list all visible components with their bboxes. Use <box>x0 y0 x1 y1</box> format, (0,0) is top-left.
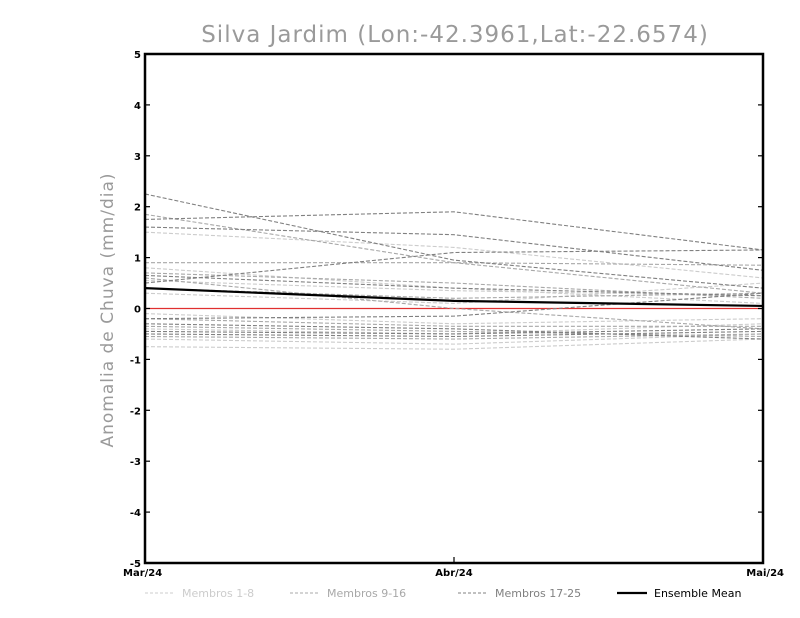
member-series-line-22 <box>144 292 764 320</box>
member-series-line-19 <box>144 226 764 271</box>
y-tick-label: 5 <box>134 50 141 61</box>
member-series-line-6 <box>144 333 764 345</box>
member-series-line-10 <box>145 262 764 266</box>
member-series-line-7 <box>144 338 764 350</box>
member-series-line-21 <box>144 274 764 297</box>
member-series-line-24 <box>144 328 764 335</box>
member-series-line-20 <box>144 249 764 284</box>
member-series-line-1 <box>144 231 764 279</box>
member-series-line-23 <box>144 323 764 340</box>
y-tick-label: -1 <box>130 355 141 366</box>
y-tick-label: -5 <box>130 559 141 570</box>
member-series-line-11 <box>144 272 764 299</box>
legend-label: Membros 17-25 <box>495 587 581 600</box>
member-series-line-14 <box>144 325 764 338</box>
y-tick-label: 0 <box>134 305 141 316</box>
legend-label: Ensemble Mean <box>654 587 741 600</box>
member-series-line-16 <box>144 277 764 330</box>
y-tick-label: 3 <box>134 152 141 163</box>
x-tick-label: Mai/24 <box>746 568 784 579</box>
y-tick-label: -4 <box>130 508 141 519</box>
x-tick-label: Mar/24 <box>123 568 162 579</box>
member-series-line-25 <box>144 330 764 338</box>
legend-label: Membros 1-8 <box>182 587 254 600</box>
member-series-line-17 <box>144 193 764 289</box>
member-series-line-18 <box>144 211 764 251</box>
plot-area <box>144 193 764 350</box>
y-tick-label: 1 <box>134 254 141 265</box>
member-series-line-3 <box>144 282 764 304</box>
y-tick-label: 2 <box>134 203 141 214</box>
legend-label: Membros 9-16 <box>327 587 406 600</box>
ensemble-mean-line <box>144 287 764 308</box>
member-series-line-15 <box>144 333 764 340</box>
y-axis-label: Anomalia de Chuva (mm/dia) <box>98 172 118 447</box>
member-series-line-9 <box>144 213 764 294</box>
member-series-line-4 <box>144 313 764 325</box>
chart-title: Silva Jardim (Lon:-42.3961,Lat:-22.6574) <box>201 22 709 48</box>
y-tick-label: 4 <box>134 101 141 112</box>
member-series-line-8 <box>144 279 764 297</box>
y-tick-label: -3 <box>130 457 141 468</box>
legend: Membros 1-8 Membros 9-16 Membros 17-25 Ense… <box>145 587 741 600</box>
x-tick-label: Abr/24 <box>435 568 472 579</box>
member-series-line-13 <box>144 318 763 327</box>
y-tick-label: -2 <box>130 406 141 417</box>
